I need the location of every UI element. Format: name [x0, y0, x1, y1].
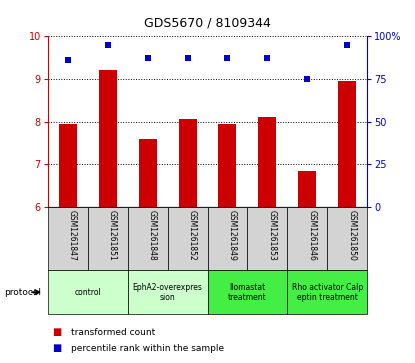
Bar	[128, 207, 168, 270]
Point	[304, 76, 311, 82]
Point	[224, 56, 231, 61]
Text: GSM1261846: GSM1261846	[308, 210, 316, 261]
Text: GSM1261853: GSM1261853	[267, 210, 276, 261]
Point	[344, 42, 351, 48]
Text: GSM1261850: GSM1261850	[347, 210, 356, 261]
Bar	[178, 119, 197, 207]
Bar	[338, 81, 356, 207]
Text: GSM1261847: GSM1261847	[68, 210, 77, 261]
Bar	[208, 207, 247, 270]
Bar	[59, 124, 77, 207]
Point	[144, 56, 151, 61]
Text: GSM1261849: GSM1261849	[227, 210, 237, 261]
Bar	[298, 171, 316, 207]
Bar	[218, 124, 237, 207]
Text: GSM1261848: GSM1261848	[148, 210, 156, 261]
Text: transformed count: transformed count	[71, 328, 155, 337]
Text: ■: ■	[52, 327, 61, 337]
Text: GSM1261852: GSM1261852	[188, 210, 197, 261]
Bar	[99, 70, 117, 207]
Bar	[287, 270, 367, 314]
Bar	[259, 117, 276, 207]
Point	[184, 56, 191, 61]
Bar	[88, 207, 128, 270]
Text: GSM1261851: GSM1261851	[107, 210, 117, 261]
Bar	[48, 207, 88, 270]
Point	[264, 56, 271, 61]
Bar	[247, 207, 287, 270]
Text: Rho activator Calp
eptin treatment: Rho activator Calp eptin treatment	[292, 282, 363, 302]
Text: percentile rank within the sample: percentile rank within the sample	[71, 344, 224, 353]
Point	[64, 57, 71, 63]
Text: EphA2-overexpres
sion: EphA2-overexpres sion	[133, 282, 203, 302]
Text: protocol: protocol	[4, 288, 41, 297]
Point	[104, 42, 111, 48]
Bar	[287, 207, 327, 270]
Text: ■: ■	[52, 343, 61, 354]
Bar	[168, 207, 208, 270]
Bar	[128, 270, 208, 314]
Text: llomastat
treatment: llomastat treatment	[228, 282, 267, 302]
Bar	[139, 139, 156, 207]
Text: control: control	[74, 288, 101, 297]
Bar	[327, 207, 367, 270]
Bar	[48, 270, 128, 314]
Text: GDS5670 / 8109344: GDS5670 / 8109344	[144, 16, 271, 29]
Bar	[208, 270, 287, 314]
